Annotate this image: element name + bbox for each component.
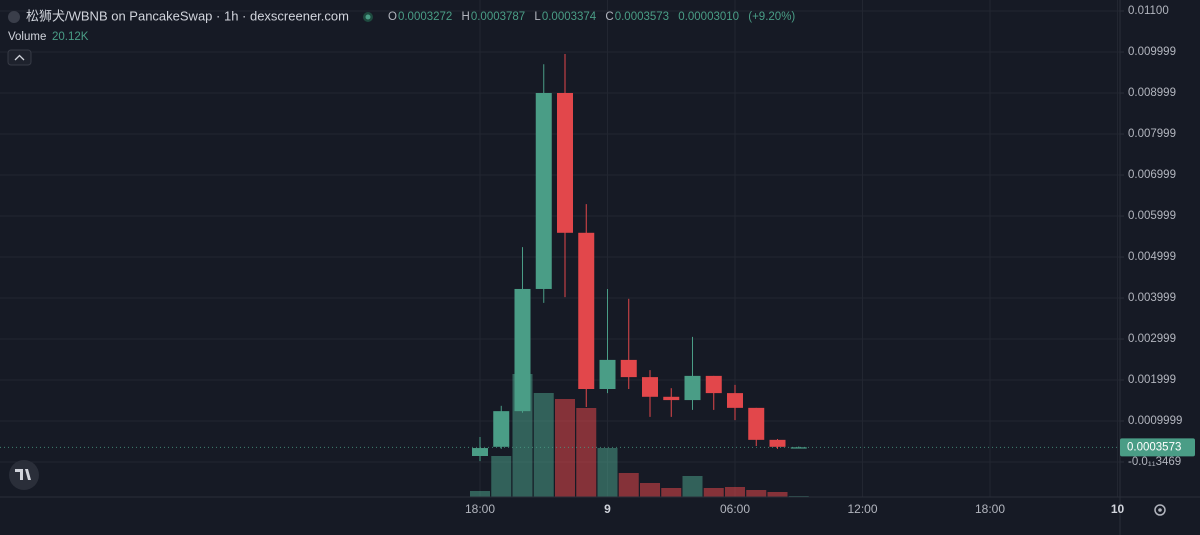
last-price-label: 0.0003573 — [1127, 441, 1181, 453]
x-tick-label: 18:00 — [975, 502, 1005, 516]
volume-value: 20.12K — [52, 31, 89, 43]
ohlc-label: L — [534, 11, 541, 23]
y-tick-label: 0.009999 — [1128, 46, 1176, 58]
candle-body — [790, 447, 807, 449]
candle-body — [769, 439, 786, 447]
candle-body — [472, 448, 488, 457]
volume-bar — [767, 492, 788, 497]
status-dot — [365, 14, 371, 20]
ohlc-value: 0.0003272 — [398, 11, 452, 23]
volume-bar — [640, 483, 660, 497]
candle-body — [557, 92, 573, 233]
candle-body — [514, 288, 531, 412]
y-tick-label: 0.005999 — [1128, 210, 1176, 222]
token-icon — [8, 11, 20, 23]
candle-body — [684, 375, 701, 401]
volume-bar — [470, 491, 490, 497]
volume-bar — [597, 448, 618, 497]
candle-body — [663, 396, 680, 401]
settings-icon-center — [1158, 508, 1162, 512]
candle-body — [493, 411, 510, 447]
change: 0.00003010 — [678, 11, 739, 23]
volume-bar — [576, 408, 597, 497]
tv-logo — [9, 460, 39, 490]
plot-area — [470, 54, 809, 497]
x-tick-label: 18:00 — [465, 502, 495, 516]
volume-bar — [703, 488, 724, 497]
ohlc-label: C — [605, 11, 613, 23]
candle-body — [727, 393, 743, 408]
y-tick-label: 0.003999 — [1128, 292, 1176, 304]
change-percent: (+9.20%) — [748, 11, 795, 23]
volume-bar — [725, 487, 745, 497]
chart-title: 松狮犬/WBNB on PancakeSwap · 1h · dexscreen… — [26, 8, 349, 23]
volume-bar — [618, 473, 639, 497]
candle-body — [642, 377, 658, 397]
tv-logo-glyph — [15, 469, 31, 480]
y-tick-label: 0.001999 — [1128, 374, 1176, 386]
settings-icon[interactable] — [1154, 504, 1166, 516]
volume-bar — [746, 490, 767, 497]
candle-body — [599, 359, 616, 390]
y-tick-label: -0.0₁₁3469 — [1128, 456, 1181, 468]
volume-bar — [491, 456, 512, 497]
volume-bar — [533, 393, 554, 497]
ohlc-value: 0.0003787 — [471, 11, 525, 23]
volume-bar — [555, 399, 575, 497]
ohlc-value: 0.0003374 — [542, 11, 597, 23]
candle-body — [620, 359, 637, 378]
candle-body — [535, 92, 552, 289]
y-tick-label: 0.0009999 — [1128, 415, 1182, 427]
y-tick-label: 0.002999 — [1128, 333, 1176, 345]
x-tick-label: 10 — [1111, 502, 1125, 516]
y-tick-label: 0.008999 — [1128, 87, 1176, 99]
x-tick-label: 12:00 — [847, 502, 877, 516]
ohlc-value: 0.0003573 — [615, 11, 669, 23]
y-tick-label: 0.01100 — [1128, 5, 1169, 17]
y-tick-label: 0.007999 — [1128, 128, 1176, 140]
y-tick-label: 0.006999 — [1128, 169, 1176, 181]
candle-body — [705, 375, 722, 394]
collapse-icon — [14, 54, 25, 61]
volume-bar — [788, 495, 809, 497]
last-price-box — [1120, 438, 1195, 457]
ohlc-label: H — [462, 11, 470, 23]
volume-bar — [682, 476, 703, 497]
ohlc-readout: O0.0003272 H0.0003787 L0.0003374 C0.0003… — [388, 11, 795, 23]
x-tick-label: 06:00 — [720, 502, 750, 516]
ohlc-label: O — [388, 11, 397, 23]
collapse-button[interactable] — [7, 49, 32, 66]
candle-body — [578, 232, 595, 390]
x-tick-label: 9 — [604, 502, 611, 516]
volume-bar — [661, 488, 682, 497]
volume-label: Volume — [8, 31, 46, 43]
y-tick-label: 0.004999 — [1128, 251, 1176, 263]
candle-body — [748, 407, 765, 440]
